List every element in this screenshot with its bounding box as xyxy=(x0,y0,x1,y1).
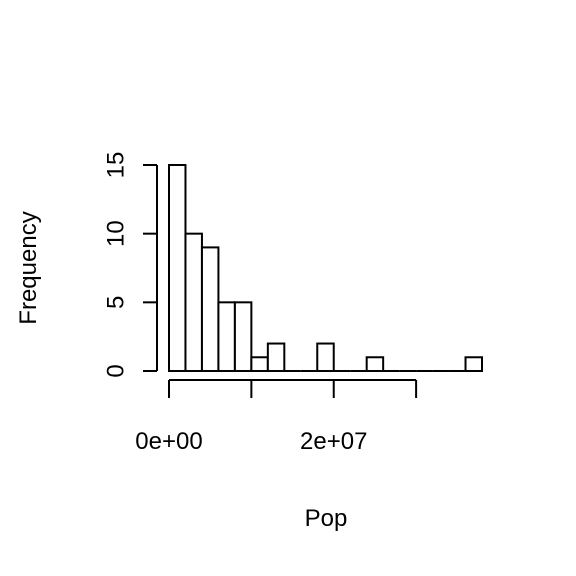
histogram-bar-12 xyxy=(365,356,385,372)
histogram-bar-6 xyxy=(266,342,286,372)
y-axis: 0 5 10 15 xyxy=(102,152,158,378)
x-axis: 0e+00 2e+07 xyxy=(135,379,418,455)
y-tick-label-0: 0 xyxy=(102,364,129,377)
y-tick-label-1: 5 xyxy=(102,296,129,309)
histogram-bar-2 xyxy=(200,246,220,372)
histogram-bar-1 xyxy=(184,232,203,372)
histogram-bar-9 xyxy=(316,342,335,372)
y-axis-label: Frequency xyxy=(15,211,42,324)
x-axis-label: Pop xyxy=(305,505,348,532)
x-tick-label-1: 2e+07 xyxy=(300,428,367,455)
histogram-bar-0 xyxy=(168,164,187,372)
histogram-bar-3 xyxy=(217,301,236,373)
histogram-bar-18 xyxy=(464,356,483,372)
y-tick-label-2: 10 xyxy=(102,220,129,247)
histogram-bar-5 xyxy=(250,356,269,372)
bars-group xyxy=(168,164,483,373)
histogram-bar-4 xyxy=(233,301,253,373)
x-tick-label-0: 0e+00 xyxy=(135,428,202,455)
y-tick-label-3: 15 xyxy=(102,152,129,179)
